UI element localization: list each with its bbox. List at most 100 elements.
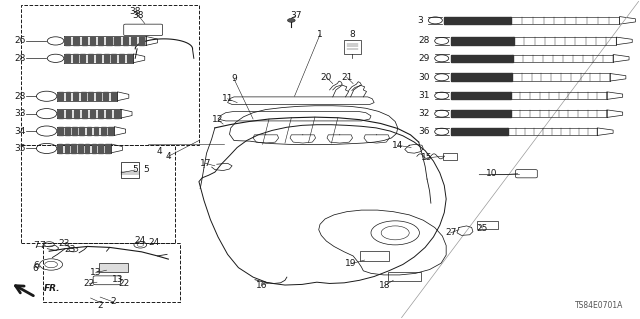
Text: 21: 21 [341, 73, 353, 82]
Bar [114, 109, 119, 118]
Text: 9: 9 [231, 74, 237, 83]
Text: 5: 5 [143, 165, 148, 174]
Text: 22: 22 [118, 279, 129, 288]
Text: 33: 33 [14, 109, 26, 118]
Text: 2: 2 [110, 297, 116, 306]
Bar [119, 54, 124, 63]
Text: 23: 23 [65, 245, 76, 254]
Text: 28: 28 [14, 92, 26, 101]
Text: 32: 32 [418, 109, 429, 118]
Bar [65, 144, 69, 152]
Bar [98, 109, 103, 118]
Text: TS84E0701A: TS84E0701A [575, 301, 623, 310]
FancyBboxPatch shape [99, 263, 128, 272]
Text: 35: 35 [14, 144, 26, 153]
Bar [111, 54, 116, 63]
Bar [115, 37, 120, 45]
Bar [108, 127, 113, 135]
Bar [58, 127, 63, 135]
Text: 19: 19 [345, 259, 356, 268]
Text: 15: 15 [421, 153, 433, 162]
Text: 26: 26 [14, 36, 26, 45]
Bar [93, 127, 99, 135]
Text: 5: 5 [132, 166, 138, 174]
Bar [105, 144, 109, 152]
Bar [99, 144, 103, 152]
Bar [81, 37, 87, 45]
Bar [451, 92, 511, 100]
Text: 22: 22 [84, 279, 95, 288]
Bar [65, 54, 70, 63]
Bar [58, 92, 63, 100]
Bar [111, 92, 116, 100]
Text: 8: 8 [349, 30, 355, 39]
Text: 38: 38 [129, 7, 141, 16]
Text: 25: 25 [477, 224, 488, 233]
Text: 20: 20 [321, 73, 332, 82]
Bar [451, 110, 511, 117]
Bar [43, 243, 180, 302]
Text: 12: 12 [212, 115, 224, 124]
Bar [65, 127, 70, 135]
Bar [444, 17, 511, 24]
Text: 18: 18 [380, 281, 391, 290]
Bar [73, 54, 77, 63]
Bar [58, 109, 63, 118]
Bar [90, 109, 95, 118]
Bar [131, 37, 136, 45]
Text: 7: 7 [33, 241, 39, 250]
Bar [98, 37, 103, 45]
Circle shape [287, 19, 295, 22]
Text: 7: 7 [39, 241, 45, 250]
Bar [73, 92, 78, 100]
Bar [20, 145, 175, 243]
Bar [96, 54, 101, 63]
Text: 13: 13 [90, 268, 102, 277]
Bar [106, 37, 111, 45]
Bar [139, 37, 145, 45]
Bar [104, 92, 108, 100]
Text: 28: 28 [14, 54, 26, 63]
Bar [451, 128, 508, 136]
Bar [58, 144, 62, 152]
Bar [96, 92, 100, 100]
Bar [82, 109, 87, 118]
Bar [74, 109, 79, 118]
Bar [123, 37, 128, 45]
Bar [451, 37, 514, 45]
Text: 11: 11 [222, 94, 234, 103]
Text: 24: 24 [134, 236, 146, 245]
Bar [74, 37, 79, 45]
Bar [66, 109, 71, 118]
Text: 23: 23 [58, 239, 70, 248]
Bar [78, 144, 83, 152]
Text: 27: 27 [445, 228, 456, 237]
Bar [90, 37, 95, 45]
Text: 10: 10 [486, 169, 498, 178]
Text: 3: 3 [417, 16, 423, 25]
Text: 2: 2 [97, 301, 103, 310]
Text: 13: 13 [112, 275, 124, 284]
Bar [72, 127, 77, 135]
Text: 4: 4 [166, 152, 171, 161]
Text: 24: 24 [148, 238, 159, 247]
Text: 31: 31 [418, 91, 429, 100]
Text: 34: 34 [14, 127, 26, 136]
Bar [104, 54, 109, 63]
Text: 30: 30 [418, 73, 429, 82]
Text: 38: 38 [132, 11, 144, 20]
Bar [86, 127, 92, 135]
Text: 1: 1 [317, 30, 323, 39]
Bar [65, 92, 70, 100]
Bar [79, 127, 84, 135]
Bar [20, 4, 199, 145]
Text: 29: 29 [418, 54, 429, 63]
Bar [81, 92, 86, 100]
Text: 36: 36 [418, 127, 429, 136]
Bar [88, 92, 93, 100]
Text: 6: 6 [33, 261, 39, 270]
Bar [127, 54, 132, 63]
Bar [106, 109, 111, 118]
Bar [451, 73, 512, 81]
Bar [81, 54, 86, 63]
